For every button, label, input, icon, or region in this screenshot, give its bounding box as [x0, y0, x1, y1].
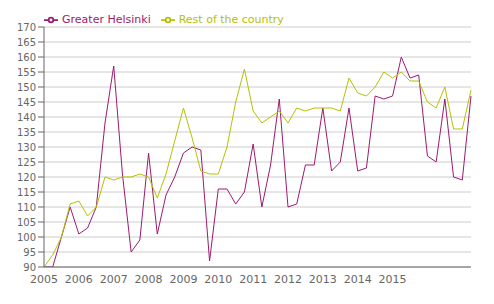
svg-text:145: 145 [17, 97, 36, 108]
svg-text:2013: 2013 [309, 273, 337, 286]
svg-text:125: 125 [17, 157, 36, 168]
svg-text:2007: 2007 [100, 273, 128, 286]
svg-text:170: 170 [17, 22, 36, 33]
svg-text:2006: 2006 [65, 273, 93, 286]
svg-text:155: 155 [17, 67, 36, 78]
svg-text:90: 90 [23, 262, 36, 273]
svg-text:2009: 2009 [169, 273, 197, 286]
svg-text:160: 160 [17, 52, 36, 63]
html-text:Rest of the country: Rest of the country [178, 13, 284, 26]
svg-text:100: 100 [17, 232, 36, 243]
svg-text:2005: 2005 [30, 273, 58, 286]
svg-text:95: 95 [23, 247, 36, 258]
svg-text:130: 130 [17, 142, 36, 153]
svg-text:2012: 2012 [274, 273, 302, 286]
svg-text:2008: 2008 [135, 273, 163, 286]
svg-text:140: 140 [17, 112, 36, 123]
html-text:Greater Helsinki: Greater Helsinki [62, 13, 151, 26]
svg-text:105: 105 [17, 217, 36, 228]
svg-text:120: 120 [17, 172, 36, 183]
svg-text:2011: 2011 [239, 273, 267, 286]
svg-text:110: 110 [17, 202, 36, 213]
svg-text:135: 135 [17, 127, 36, 138]
svg-text:150: 150 [17, 82, 36, 93]
svg-text:2014: 2014 [344, 273, 372, 286]
svg-text:165: 165 [17, 37, 36, 48]
svg-text:2015: 2015 [379, 273, 407, 286]
svg-text:115: 115 [17, 187, 36, 198]
svg-text:2010: 2010 [204, 273, 232, 286]
